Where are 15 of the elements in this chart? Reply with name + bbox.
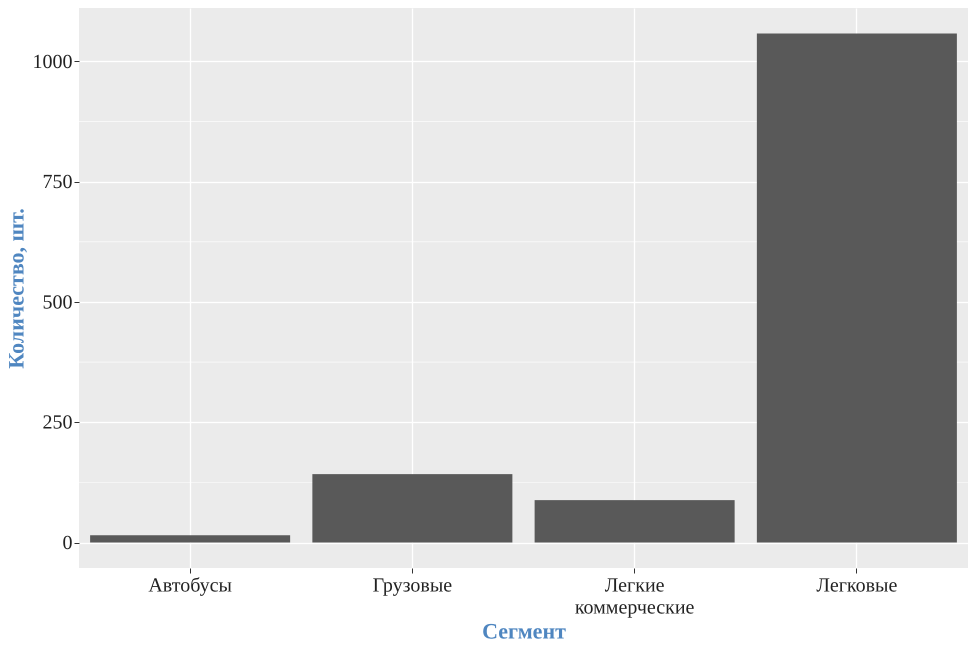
bar [90, 535, 290, 542]
y-axis-title: Количество, шт. [4, 208, 28, 369]
x-axis-title: Сегмент [482, 618, 566, 644]
x-tick-label: Грузовые [372, 574, 452, 596]
y-tick-label: 750 [42, 171, 72, 194]
x-tick-label: Автобусы [148, 574, 232, 596]
x-tick-label: Легкие коммерческие [574, 574, 695, 618]
y-tick-label: 250 [42, 412, 72, 434]
y-tick-label: 500 [42, 291, 72, 314]
bar [756, 34, 957, 542]
y-tick-label: 1000 [32, 50, 72, 73]
bar [312, 474, 512, 542]
x-tick-label: Легковые [816, 574, 898, 596]
y-tick-label: 0 [62, 532, 72, 554]
bar [534, 500, 735, 542]
